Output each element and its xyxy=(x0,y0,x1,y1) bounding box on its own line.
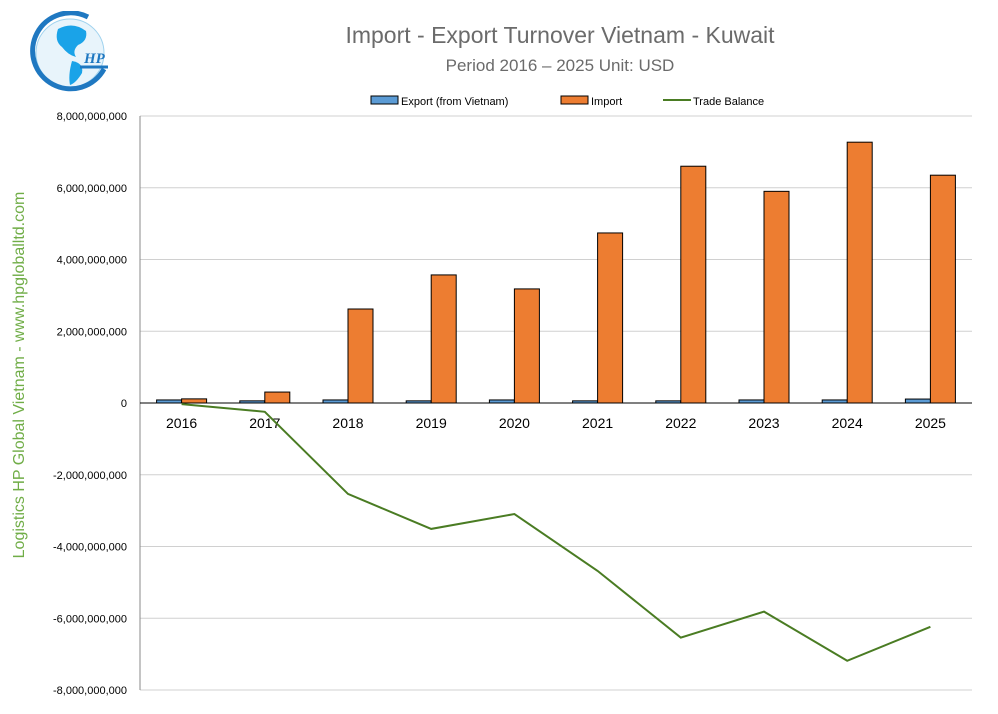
y-tick-label: 2,000,000,000 xyxy=(57,326,127,338)
import-bar xyxy=(264,391,291,404)
import-bar xyxy=(513,288,540,404)
y-tick-label: -6,000,000,000 xyxy=(53,613,127,625)
x-tick-label: 2024 xyxy=(832,415,863,431)
import-bar xyxy=(181,398,208,404)
x-tick-label: 2016 xyxy=(166,415,197,431)
import-bar xyxy=(430,274,457,404)
legend-label: Trade Balance xyxy=(693,96,764,108)
y-tick-label: -4,000,000,000 xyxy=(53,542,127,554)
chart-subtitle: Period 2016 – 2025 Unit: USD xyxy=(445,56,675,75)
import-bar xyxy=(846,141,873,404)
legend-swatch xyxy=(560,95,589,105)
import-bar xyxy=(347,308,374,404)
legend-label: Export (from Vietnam) xyxy=(401,96,508,108)
y-tick-label: 0 xyxy=(121,398,127,410)
hp-logo: HP xyxy=(30,11,108,92)
legend-swatch xyxy=(370,95,399,105)
trade-balance-line xyxy=(181,403,931,662)
legend-label: Import xyxy=(591,96,622,108)
y-tick-label: 6,000,000,000 xyxy=(57,183,127,195)
y-tick-label: 4,000,000,000 xyxy=(57,255,127,267)
import-bar xyxy=(680,165,707,404)
import-bar xyxy=(929,174,956,404)
x-tick-label: 2025 xyxy=(915,415,946,431)
chart-title: Import - Export Turnover Vietnam - Kuwai… xyxy=(345,22,775,48)
y-tick-label: 8,000,000,000 xyxy=(57,111,127,123)
x-tick-label: 2019 xyxy=(416,415,447,431)
y-tick-label: -8,000,000,000 xyxy=(53,685,127,697)
import-bar xyxy=(597,232,624,404)
y-tick-label: -2,000,000,000 xyxy=(53,470,127,482)
export-bar xyxy=(904,398,931,404)
import-bar xyxy=(763,190,790,404)
x-tick-label: 2018 xyxy=(332,415,363,431)
x-tick-label: 2022 xyxy=(665,415,696,431)
x-tick-label: 2023 xyxy=(748,415,779,431)
x-tick-label: 2020 xyxy=(499,415,530,431)
svg-text:HP: HP xyxy=(83,51,106,67)
x-tick-label: 2021 xyxy=(582,415,613,431)
